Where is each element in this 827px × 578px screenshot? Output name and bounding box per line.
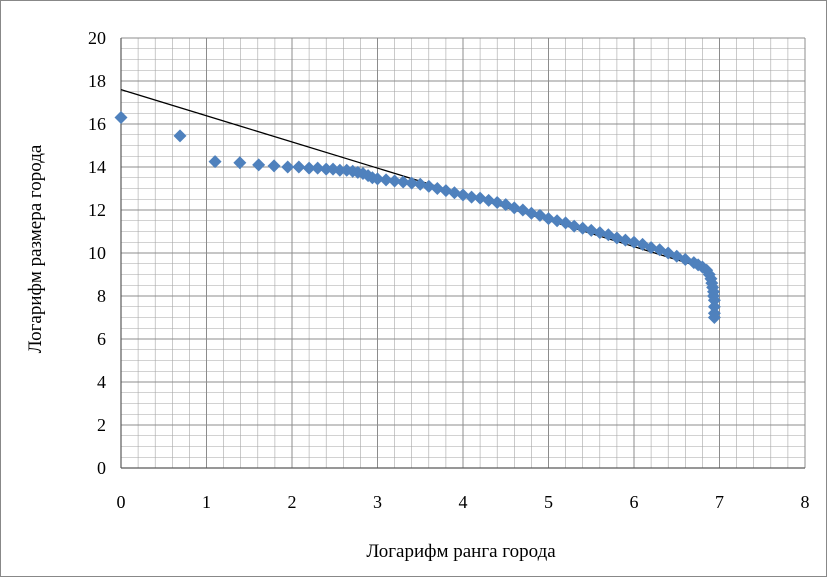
data-point (114, 111, 128, 125)
grid-layer (120, 37, 806, 469)
data-point (405, 176, 419, 190)
data-point (379, 173, 393, 187)
x-tick-label: 4 (459, 492, 468, 512)
x-axis-title: Логарифм ранга города (366, 541, 556, 562)
data-point (208, 155, 222, 169)
data-point (311, 161, 325, 175)
y-tick-label: 14 (88, 157, 106, 177)
x-tick-label: 3 (373, 492, 382, 512)
y-tick-label: 10 (88, 243, 106, 263)
y-tick-label: 4 (97, 372, 106, 392)
y-tick-label: 12 (88, 200, 106, 220)
data-point (302, 161, 316, 175)
x-tick-label: 2 (288, 492, 297, 512)
y-tick-label: 0 (97, 458, 106, 478)
axes-layer (120, 38, 805, 469)
data-points-layer (114, 111, 721, 324)
data-point (707, 311, 721, 324)
data-point (252, 158, 266, 172)
y-tick-label: 20 (88, 28, 106, 48)
x-tick-label: 0 (117, 492, 126, 512)
data-point (233, 156, 247, 170)
y-tick-label: 16 (88, 114, 106, 134)
x-tick-label: 7 (715, 492, 724, 512)
y-tick-label: 18 (88, 71, 106, 91)
data-point (319, 162, 333, 176)
data-point (371, 172, 384, 186)
data-point (465, 190, 479, 204)
y-tick-label: 2 (97, 415, 106, 435)
data-point (267, 159, 281, 173)
data-point (388, 174, 402, 188)
y-tick-label: 8 (97, 286, 106, 306)
data-point (281, 160, 295, 174)
y-axis-title: Логарифм размера города (25, 144, 46, 353)
data-point (333, 163, 347, 177)
y-tick-label: 6 (97, 329, 106, 349)
x-tick-label: 1 (202, 492, 211, 512)
x-tick-label: 5 (544, 492, 553, 512)
data-point (292, 160, 306, 174)
data-point (396, 175, 410, 189)
x-tick-label: 6 (630, 492, 639, 512)
data-point (173, 129, 187, 143)
x-tick-label: 8 (801, 492, 810, 512)
